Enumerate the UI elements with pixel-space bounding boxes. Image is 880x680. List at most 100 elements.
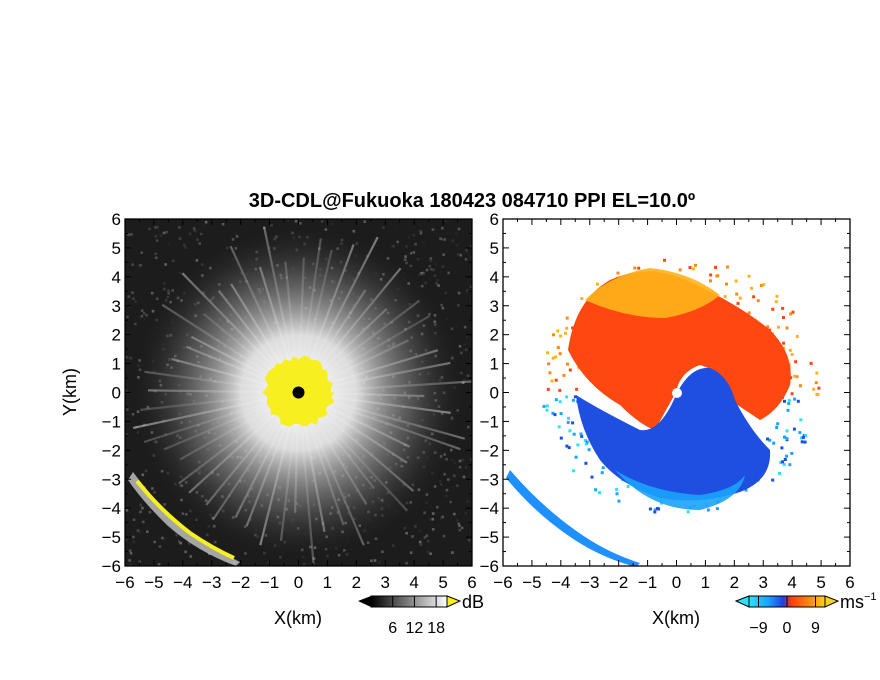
y-tick-label: 6	[490, 210, 499, 229]
noise-cell	[458, 524, 461, 527]
velocity-cell	[709, 273, 713, 277]
noise-cell	[163, 537, 166, 541]
velocity-cell	[709, 279, 712, 283]
y-tick-label: −6	[480, 557, 499, 576]
noise-cell	[440, 516, 443, 520]
x-tick-label: −6	[493, 573, 512, 592]
velocity-cell	[595, 282, 599, 286]
noise-cell	[462, 379, 466, 382]
noise-cell	[178, 237, 182, 240]
velocity-cell	[551, 356, 555, 360]
velocity-cell	[552, 333, 555, 337]
noise-cell	[132, 540, 136, 544]
noise-cell	[419, 230, 423, 233]
velocity-cell	[738, 296, 742, 300]
noise-cell	[455, 244, 459, 247]
velocity-cell	[801, 435, 805, 439]
noise-cell	[244, 552, 247, 555]
noise-cell	[425, 501, 428, 504]
noise-cell	[155, 256, 158, 260]
noise-cell	[165, 230, 168, 234]
velocity-cell	[594, 488, 598, 492]
noise-cell	[460, 351, 463, 355]
velocity-cell	[787, 399, 791, 403]
velocity-cell	[571, 398, 575, 402]
noise-cell	[423, 536, 427, 539]
velocity-cell	[771, 478, 775, 482]
velocity-cell	[556, 329, 560, 333]
noise-cell	[449, 500, 452, 504]
noise-cell	[452, 555, 456, 558]
velocity-cell	[554, 398, 558, 402]
velocity-cell	[778, 472, 781, 475]
noise-cell	[373, 559, 377, 562]
velocity-cell	[814, 381, 818, 385]
noise-cell	[189, 555, 193, 558]
y-tick-label: −3	[102, 470, 121, 489]
x-tick-label: 6	[467, 573, 476, 592]
velocity-cell	[760, 284, 763, 287]
velocity-cell	[571, 421, 575, 425]
noise-cell	[431, 512, 435, 515]
noise-cell	[205, 533, 209, 537]
noise-cell	[352, 229, 356, 233]
y-tick-label: 6	[112, 210, 121, 229]
noise-cell	[447, 478, 450, 481]
y-tick-label: −1	[480, 412, 499, 431]
noise-cell	[201, 224, 205, 228]
noise-cell	[179, 541, 182, 545]
noise-cell	[391, 245, 394, 249]
noise-cell	[469, 285, 472, 288]
noise-cell	[440, 483, 443, 486]
noise-cell	[429, 257, 433, 261]
x-tick-label: −4	[173, 573, 192, 592]
noise-cell	[457, 291, 461, 295]
velocity-cell	[747, 274, 751, 278]
velocity-cell	[686, 510, 690, 514]
noise-cell	[132, 297, 135, 300]
noise-cell	[441, 265, 445, 268]
y-tick-label: 3	[490, 297, 499, 316]
velocity-cell	[637, 266, 641, 270]
velocity-cell	[787, 402, 791, 406]
velocity-cell	[809, 361, 813, 365]
noise-cell	[403, 258, 407, 261]
noise-cell	[162, 231, 166, 235]
noise-cell	[139, 503, 142, 507]
noise-cell	[429, 267, 433, 271]
velocity-cell	[568, 368, 572, 372]
noise-cell	[445, 318, 448, 321]
noise-cell	[426, 550, 430, 554]
x-tick-label: 1	[323, 573, 332, 592]
noise-cell	[453, 461, 457, 465]
noise-cell	[462, 475, 466, 479]
velocity-cell	[812, 387, 816, 391]
colorbar-tick-label: 9	[811, 620, 820, 637]
noise-cell	[136, 529, 140, 532]
noise-cell	[431, 228, 435, 231]
noise-cell	[443, 238, 446, 241]
noise-cell	[412, 251, 416, 254]
velocity-cell	[626, 485, 630, 488]
noise-cell	[457, 304, 460, 307]
noise-cell	[270, 223, 273, 227]
x-tick-label: −5	[144, 573, 163, 592]
noise-cell	[467, 425, 470, 429]
velocity-cell	[771, 307, 775, 311]
noise-cell	[235, 235, 239, 238]
velocity-colorbar-unit-base: ms	[840, 592, 864, 612]
noise-cell	[134, 322, 137, 326]
y-tick-label: −5	[102, 528, 121, 547]
noise-cell	[153, 540, 156, 544]
reflectivity-colorbar-ticks: 6 12 18	[388, 596, 445, 637]
noise-cell	[469, 245, 472, 248]
noise-cell	[128, 549, 132, 553]
noise-cell	[331, 222, 334, 226]
noise-cell	[409, 264, 413, 268]
velocity-cell	[572, 469, 576, 473]
x-tick-label: 4	[409, 573, 418, 592]
noise-cell	[409, 551, 413, 554]
y-tick-label: 4	[112, 268, 121, 287]
noise-cell	[163, 287, 166, 291]
noise-cell	[414, 242, 417, 246]
